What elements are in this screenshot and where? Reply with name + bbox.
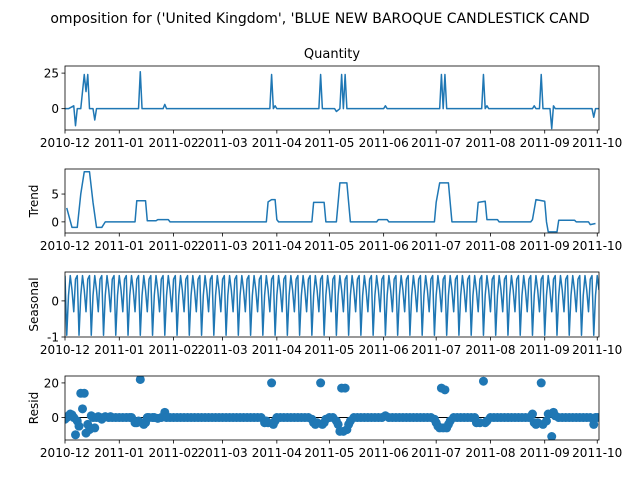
figure-suptitle: omposition for ('United Kingdom', 'BLUE …: [50, 11, 589, 27]
x-tick-label: 2011-07: [411, 343, 461, 357]
y-tick-label: 5: [51, 188, 59, 202]
y-axis-label: Trend: [27, 185, 41, 219]
x-tick-label: 2011-10: [572, 446, 622, 460]
resid-point: [440, 385, 450, 395]
x-tick-label: 2010-12: [40, 136, 90, 150]
x-tick-label: 2011-03: [198, 343, 248, 357]
axes-frame: [64, 375, 600, 441]
x-tick-label: 2011-10: [572, 343, 622, 357]
resid-point: [316, 378, 326, 388]
y-tick-label: 0: [51, 215, 59, 229]
resid-point: [135, 376, 145, 384]
x-tick-label: 2011-08: [465, 343, 515, 357]
x-tick-label: 2011-02: [148, 446, 198, 460]
x-tick-label: 2011-09: [520, 343, 570, 357]
x-tick-label: 2011-01: [94, 239, 144, 253]
x-tick-label: 2011-05: [304, 446, 354, 460]
resid-point: [478, 376, 488, 386]
x-tick-label: 2011-05: [304, 239, 354, 253]
series-line: [65, 274, 599, 336]
resid-point: [541, 416, 551, 426]
x-tick-label: 2011-07: [411, 446, 461, 460]
x-tick-label: 2011-04: [252, 136, 302, 150]
x-tick-label: 2011-02: [148, 343, 198, 357]
x-tick-label: 2010-12: [40, 239, 90, 253]
panel-title: Quantity: [304, 47, 360, 62]
series-line: [65, 70, 599, 130]
x-tick-label: 2011-02: [148, 239, 198, 253]
y-tick-label: 25: [44, 67, 59, 81]
resid-point: [90, 423, 100, 433]
x-tick-label: 2011-09: [520, 136, 570, 150]
x-tick-label: 2011-08: [465, 446, 515, 460]
y-axis-label: Resid: [27, 392, 41, 424]
x-tick-label: 2011-08: [465, 239, 515, 253]
x-tick-label: 2011-08: [465, 136, 515, 150]
x-tick-label: 2010-12: [40, 446, 90, 460]
y-tick-label: -1: [47, 331, 59, 345]
resid-point: [71, 430, 80, 440]
resid-point: [333, 419, 343, 429]
x-tick-label: 2010-12: [40, 343, 90, 357]
x-tick-label: 2011-03: [198, 136, 248, 150]
plot-area: [66, 171, 596, 233]
plot-area: [65, 274, 599, 336]
x-tick-label: 2011-09: [520, 239, 570, 253]
y-tick-label: 0: [51, 102, 59, 116]
resid-point: [74, 421, 84, 431]
x-tick-label: 2011-07: [411, 136, 461, 150]
x-tick-label: 2011-04: [252, 446, 302, 460]
resid-point: [267, 378, 277, 388]
y-tick-label: 0: [51, 411, 59, 425]
x-tick-label: 2011-06: [359, 446, 409, 460]
x-tick-label: 2011-06: [359, 239, 409, 253]
x-tick-label: 2011-03: [198, 446, 248, 460]
x-tick-label: 2011-01: [94, 136, 144, 150]
plot-area: [65, 376, 599, 440]
resid-point: [547, 432, 557, 440]
x-tick-label: 2011-10: [572, 136, 622, 150]
resid-point: [527, 409, 537, 419]
x-tick-label: 2011-06: [359, 343, 409, 357]
x-tick-label: 2011-07: [411, 239, 461, 253]
axes-frame: [64, 168, 600, 234]
x-tick-label: 2011-03: [198, 239, 248, 253]
axes-frame: [64, 271, 600, 338]
resid-point: [78, 404, 88, 414]
x-tick-label: 2011-05: [304, 343, 354, 357]
resid-point: [340, 383, 350, 393]
resid-point: [79, 388, 89, 398]
x-tick-label: 2011-01: [94, 343, 144, 357]
y-tick-label: 0: [51, 294, 59, 308]
resid-point: [589, 419, 599, 429]
x-tick-label: 2011-10: [572, 239, 622, 253]
resid-point: [536, 378, 546, 388]
y-tick-label: 20: [44, 376, 59, 390]
x-tick-label: 2011-04: [252, 239, 302, 253]
resid-point: [592, 413, 599, 423]
x-tick-label: 2011-01: [94, 446, 144, 460]
axes-frame: [64, 65, 600, 131]
plot-area: [65, 70, 599, 130]
x-tick-label: 2011-09: [520, 446, 570, 460]
x-tick-label: 2011-04: [252, 343, 302, 357]
series-line: [66, 171, 596, 233]
x-tick-label: 2011-02: [148, 136, 198, 150]
x-tick-label: 2011-05: [304, 136, 354, 150]
y-axis-label: Seasonal: [27, 277, 41, 331]
x-tick-label: 2011-06: [359, 136, 409, 150]
